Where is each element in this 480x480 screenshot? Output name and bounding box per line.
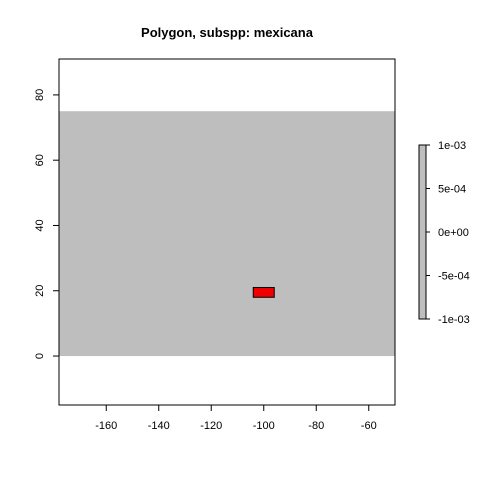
y-tick-label: 20 — [34, 285, 46, 297]
legend: 1e-03 5e-04 0e+00 -5e-04 -1e-03 — [418, 140, 470, 326]
y-tick-label: 80 — [34, 89, 46, 101]
axes: -160 -140 -120 -100 -80 -60 0 20 40 60 80 — [34, 58, 396, 432]
x-tick-label: -160 — [95, 420, 117, 432]
legend-tick-label: -1e-03 — [438, 314, 470, 326]
plot-frame — [58, 58, 396, 406]
x-tick-label: -120 — [200, 420, 222, 432]
y-tick-label: 40 — [34, 219, 46, 231]
chart-title: Polygon, subspp: mexicana — [141, 25, 314, 40]
plot-area — [59, 111, 395, 357]
legend-tick-label: 1e-03 — [438, 140, 466, 152]
legend-tick-label: 5e-04 — [438, 184, 466, 196]
legend-colorbar — [418, 144, 427, 320]
legend-tick-label: -5e-04 — [438, 271, 470, 283]
y-tick-label: 60 — [34, 154, 46, 166]
x-tick-label: -140 — [148, 420, 170, 432]
x-tick-label: -100 — [253, 420, 275, 432]
x-tick-label: -80 — [308, 420, 324, 432]
y-tick-label: 0 — [34, 353, 46, 359]
legend-tick-label: 0e+00 — [438, 227, 469, 239]
range-polygon — [252, 286, 275, 298]
x-tick-label: -60 — [361, 420, 377, 432]
raster-extent — [59, 111, 395, 357]
